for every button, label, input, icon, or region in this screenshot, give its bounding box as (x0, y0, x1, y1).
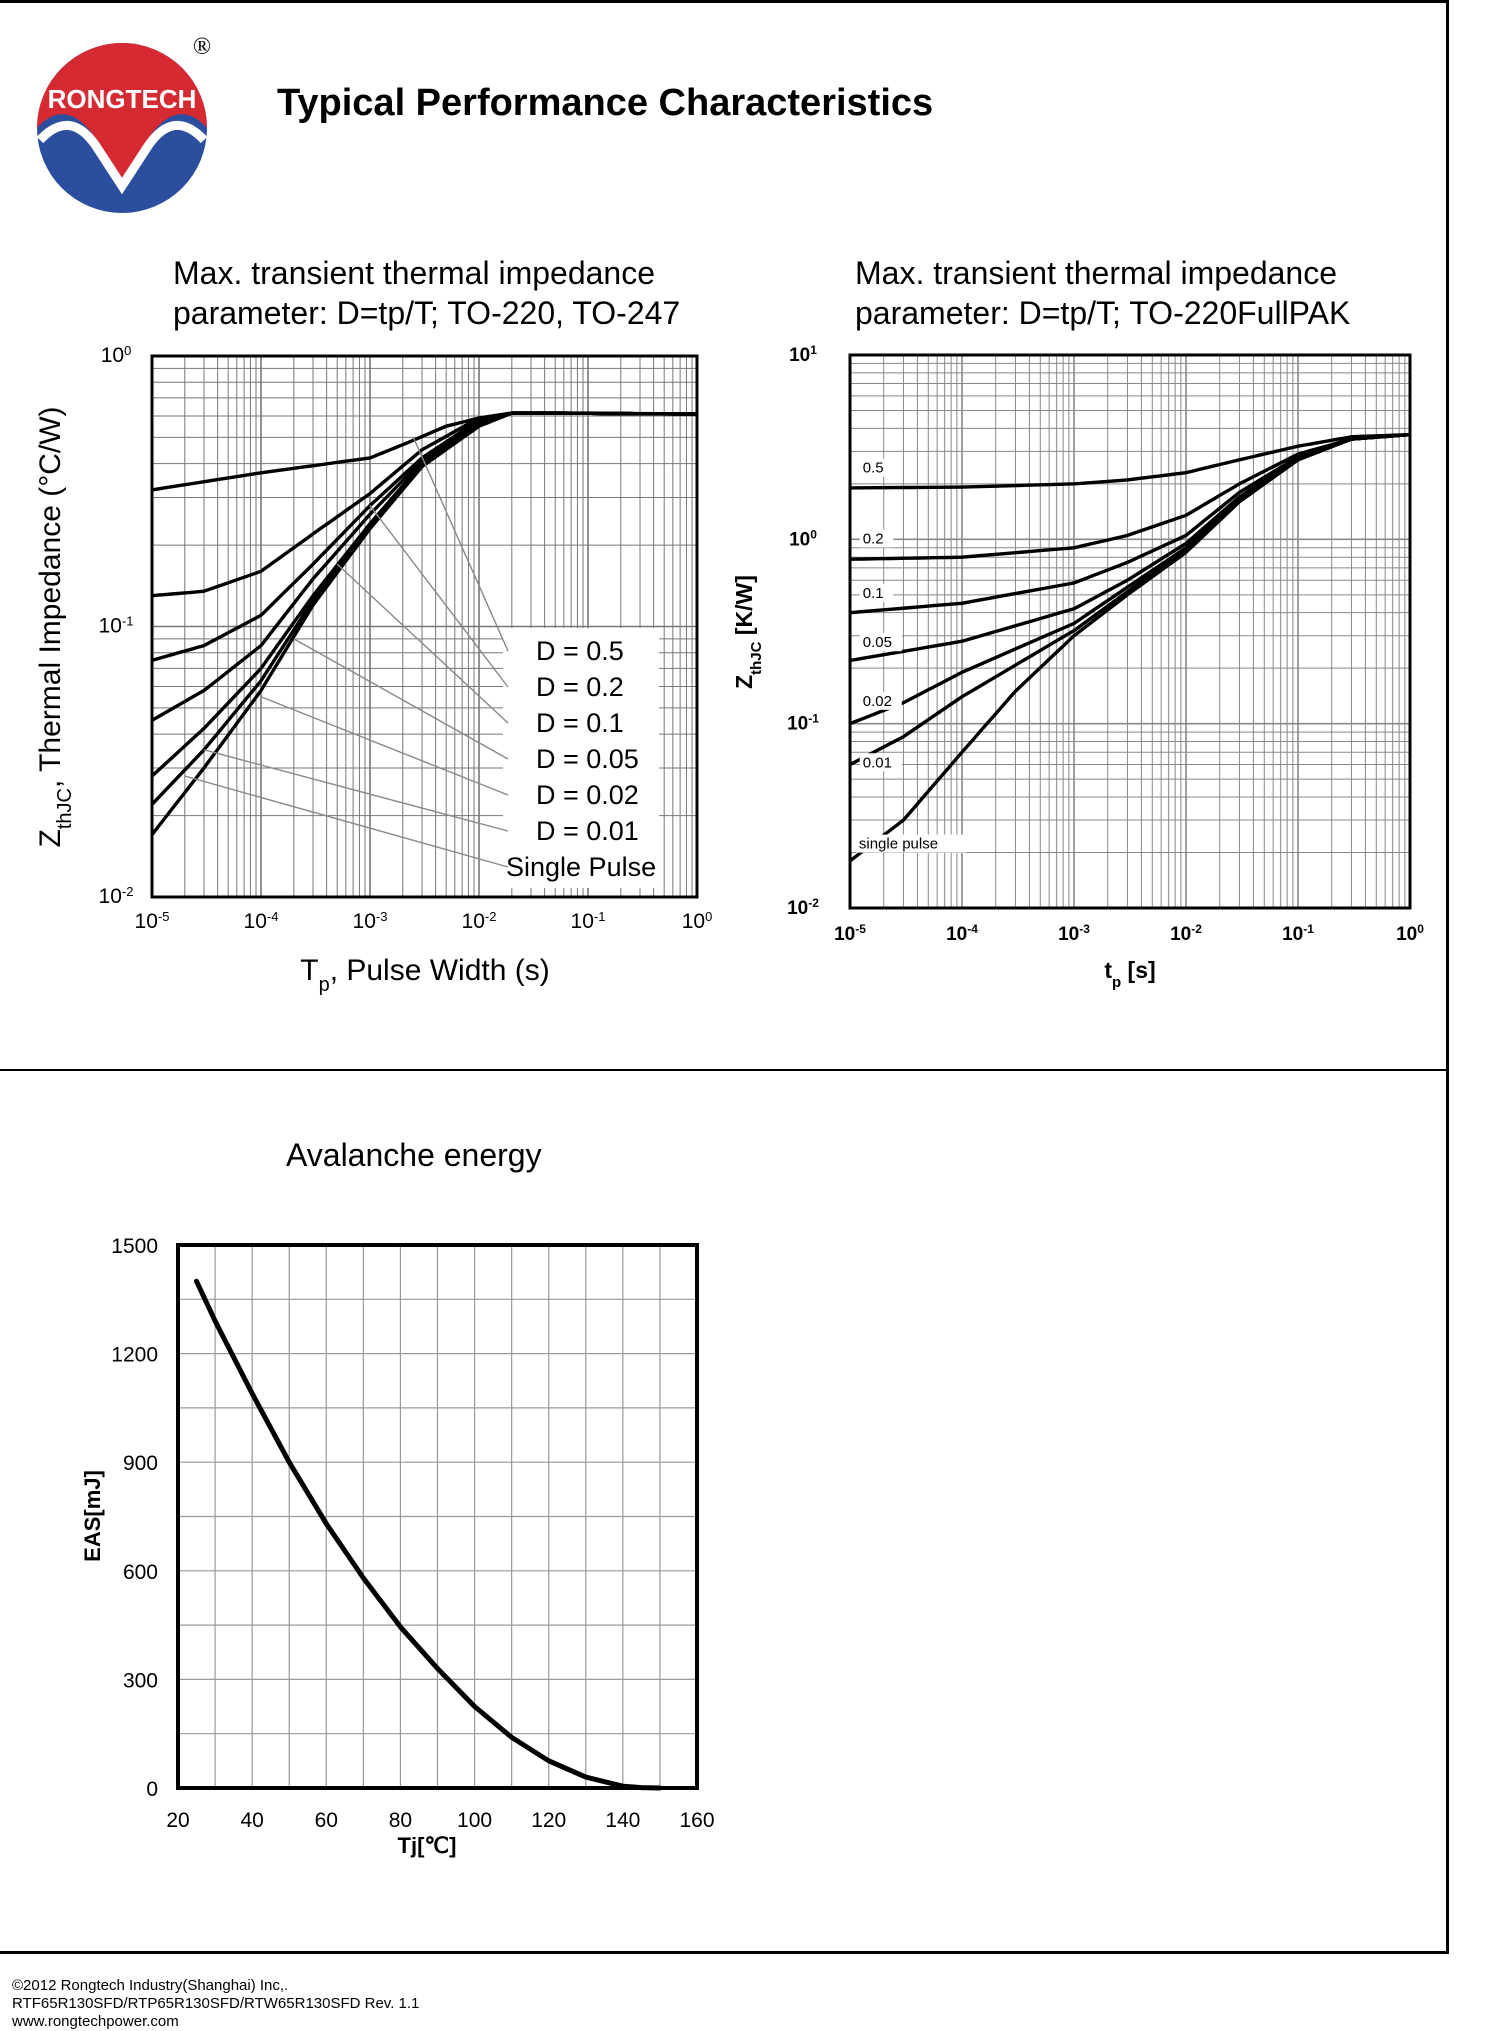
chart2-curve-label: 0.02 (863, 693, 892, 710)
chart1-x-tick-label: 10-4 (244, 909, 279, 934)
chart2-series-line (849, 432, 1411, 490)
chart2-title-line1: Max. transient thermal impedance (855, 255, 1337, 291)
chart2-curve-label: 0.05 (863, 634, 892, 651)
chart1-title-line1: Max. transient thermal impedance (173, 255, 655, 291)
chart1-x-tick-label: 100 (682, 909, 713, 934)
chart1-x-tick-label: 10-1 (571, 909, 606, 934)
chart2-x-tick-label: 10-5 (834, 922, 866, 945)
chart3-x-tick-label: 140 (605, 1809, 640, 1832)
plot-frame (150, 354, 699, 899)
chart3-x-tick-label: 160 (679, 1809, 714, 1832)
chart2-title-line2: parameter: D=tp/T; TO-220FullPAK (855, 295, 1351, 331)
chart3-plot-frame (176, 1243, 699, 1790)
chart1-x-tick-label: 10-3 (353, 909, 388, 934)
page-frame (0, 0, 1449, 1954)
chart3-y-tick-label: 1500 (111, 1235, 158, 1258)
chart1-thermal-impedance-to220: D = 0.5 D = 0.2 D = 0.1 D = 0.05 D = 0.02 D =… (34, 343, 713, 997)
chart2-y-tick-label: 100 (789, 527, 817, 550)
chart3-title: Avalanche energy (286, 1137, 542, 1173)
chart1-legend-entry: D = 0.01 (536, 816, 639, 846)
chart1-legend-entry: D = 0.02 (536, 780, 639, 810)
chart3-x-tick-label: 20 (166, 1809, 189, 1832)
chart2-curve-label-bg (855, 834, 966, 853)
registered-mark: ® (193, 34, 211, 60)
chart1-y-axis-label: ZthJC, Thermal Impedance (°C/W) (34, 406, 76, 847)
chart1-legend-leader (184, 775, 509, 868)
logo-brand-text: RONGTECH (48, 84, 197, 114)
chart3-x-tick-label: 100 (457, 1809, 492, 1832)
rongtech-logo: RONGTECH ® (36, 34, 211, 213)
logo-wave-mark (36, 120, 208, 195)
chart2-curve-label-bg (859, 753, 902, 772)
chart3-x-axis-label: Tj[℃] (398, 1833, 457, 1858)
chart2-curve-label: 0.2 (863, 530, 884, 547)
chart2-title: Max. transient thermal impedance paramet… (855, 253, 1350, 333)
chart2-y-tick-label: 10-1 (787, 712, 819, 735)
section-divider (0, 1069, 1449, 1071)
footer: ©2012 Rongtech Industry(Shanghai) Inc,. … (12, 1977, 419, 2031)
chart1-y-tick-label: 10-1 (99, 613, 134, 638)
chart2-curve-label: 0.5 (863, 460, 884, 477)
chart3-y-tick-label: 300 (123, 1669, 158, 1692)
chart2-curve-label-bg (859, 458, 894, 477)
chart3-x-tick-label: 80 (389, 1809, 412, 1832)
chart1-y-tick-label: 10-2 (99, 884, 134, 909)
chart3-x-tick-label: 60 (315, 1809, 338, 1832)
footer-website: www.rongtechpower.com (12, 2013, 179, 2030)
chart3-y-tick-label: 900 (123, 1452, 158, 1475)
chart1-legend-leader (412, 437, 509, 652)
chart3-y-tick-label: 1200 (111, 1344, 158, 1367)
chart1-legend-leader (260, 696, 509, 796)
chart2-curve-label: single pulse (859, 836, 938, 853)
chart1-x-tick-label: 10-2 (462, 909, 497, 934)
chart2-curve-label-bg (859, 633, 902, 652)
chart3-y-axis-label: EAS[mJ] (80, 1470, 105, 1562)
chart2-x-tick-label: 10-3 (1058, 922, 1090, 945)
chart1-legend-entry: D = 0.05 (536, 744, 639, 774)
chart1-y-tick-label: 100 (101, 343, 132, 368)
chart2-x-axis-label: tp [s] (1104, 957, 1155, 991)
chart2-curve-label: 0.1 (863, 585, 884, 602)
footer-copyright: ©2012 Rongtech Industry(Shanghai) Inc,. (12, 1977, 289, 1994)
chart3-y-tick-label: 0 (146, 1778, 158, 1801)
chart2-y-tick-label: 10-2 (787, 896, 819, 919)
chart1-legend-leader (336, 563, 509, 724)
chart2-x-tick-label: 100 (1396, 922, 1424, 945)
chart1-title: Max. transient thermal impedance paramet… (173, 253, 680, 333)
logo-red-top (37, 43, 207, 183)
chart1-legend-entry: D = 0.1 (536, 708, 624, 738)
chart1-legend-entry: Single Pulse (506, 852, 656, 882)
chart3-eas-curve (194, 1278, 663, 1791)
chart3-x-tick-label: 40 (240, 1809, 263, 1832)
chart2-thermal-impedance-fullpak: 0.5 0.2 0.1 0.05 0.02 0.01 single pulse 10-5 10-… (731, 343, 1424, 991)
chart1-legend-leader (369, 505, 509, 688)
chart1-title-line2: parameter: D=tp/T; TO-220, TO-247 (173, 295, 681, 331)
chart2-x-tick-label: 10-1 (1282, 922, 1314, 945)
chart3-x-tick-label: 120 (531, 1809, 566, 1832)
chart3-y-tick-label: 600 (123, 1561, 158, 1584)
chart1-series-line (150, 411, 698, 836)
chart2-series-line (848, 432, 1411, 863)
chart1-x-axis-label: Tp, Pulse Width (s) (300, 954, 550, 996)
chart1-x-tick-label: 10-5 (135, 909, 170, 934)
page-title: Typical Performance Characteristics (277, 82, 934, 124)
chart2-x-tick-label: 10-4 (946, 922, 978, 945)
chart1-legend-entry: D = 0.5 (536, 636, 624, 666)
chart1-legend-entry: D = 0.2 (536, 672, 624, 702)
chart1-legend-box (503, 628, 659, 888)
footer-part-numbers: RTF65R130SFD/RTP65R130SFD/RTW65R130SFD R… (12, 1995, 420, 2012)
chart1-legend-leader (203, 749, 509, 832)
chart2-y-axis-label: ZthJC [K/W] (731, 575, 765, 689)
chart2-y-tick-label: 101 (789, 343, 817, 366)
chart2-curve-label-bg (859, 691, 902, 710)
plot-frame (848, 353, 1412, 910)
chart2-curve-label-bg (859, 584, 894, 603)
chart2-x-tick-label: 10-2 (1170, 922, 1202, 945)
chart2-curve-label-bg (859, 529, 894, 548)
chart1-legend-leader (293, 638, 509, 760)
chart2-curve-label: 0.01 (863, 754, 892, 771)
